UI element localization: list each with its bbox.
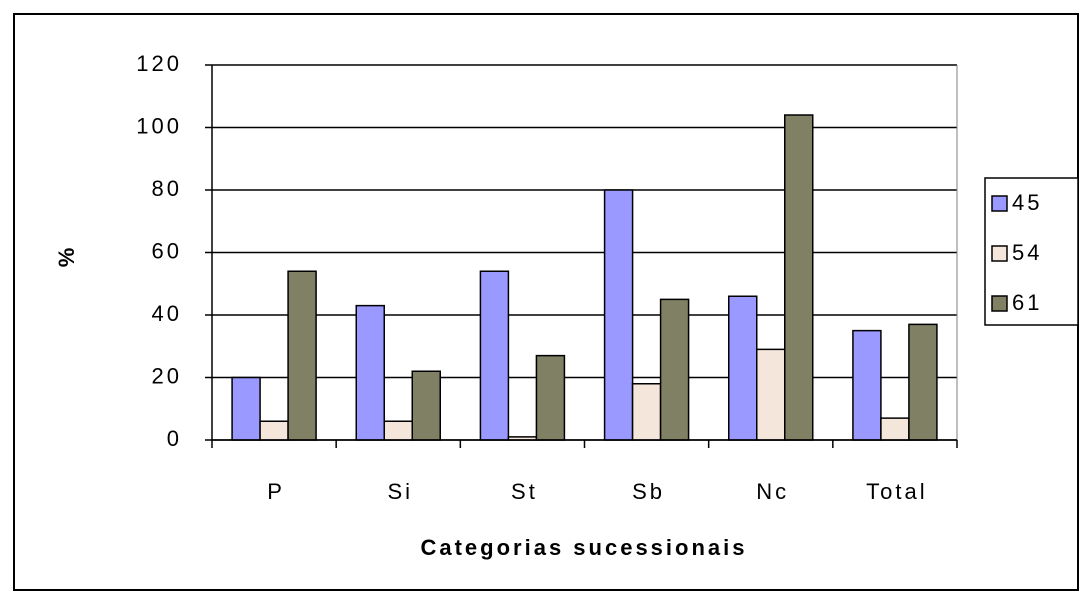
bar (784, 114, 814, 441)
legend-label: 45 (1012, 190, 1042, 215)
bar (880, 417, 910, 441)
x-tick-label: Nc (756, 479, 789, 504)
y-tick-label: 120 (136, 51, 182, 76)
x-axis-title: Categorias sucessionais (420, 535, 747, 560)
bar (659, 298, 690, 441)
legend-swatch (991, 245, 1008, 262)
bar (756, 348, 786, 441)
x-tick-label: Si (387, 479, 413, 504)
bar (259, 420, 289, 441)
legend-swatch (991, 195, 1008, 212)
legend-label: 61 (1012, 290, 1042, 315)
chart-border (13, 13, 1079, 591)
y-tick-label: 80 (152, 176, 182, 201)
y-tick-label: 60 (152, 238, 182, 263)
bar (908, 323, 938, 441)
legend-label: 54 (1012, 240, 1042, 265)
x-tick-label: St (511, 479, 538, 504)
bar (411, 370, 441, 441)
x-tick-label: P (267, 479, 285, 504)
y-tick-label: 20 (152, 363, 182, 388)
x-tick-label: Sb (632, 479, 665, 504)
y-tick-label: 100 (136, 113, 182, 138)
y-tick-label: 0 (167, 426, 182, 451)
bar (287, 270, 317, 441)
bar (535, 354, 566, 441)
x-tick-label: Total (866, 479, 927, 504)
bar (231, 376, 261, 441)
bar (603, 189, 634, 441)
bar (728, 295, 758, 441)
bar (479, 270, 510, 441)
y-axis-title: % (54, 245, 79, 268)
bar (631, 383, 662, 441)
bar (355, 304, 385, 441)
bar (383, 420, 413, 441)
legend-swatch (991, 295, 1008, 312)
y-tick-label: 40 (152, 301, 182, 326)
bar (852, 329, 882, 441)
